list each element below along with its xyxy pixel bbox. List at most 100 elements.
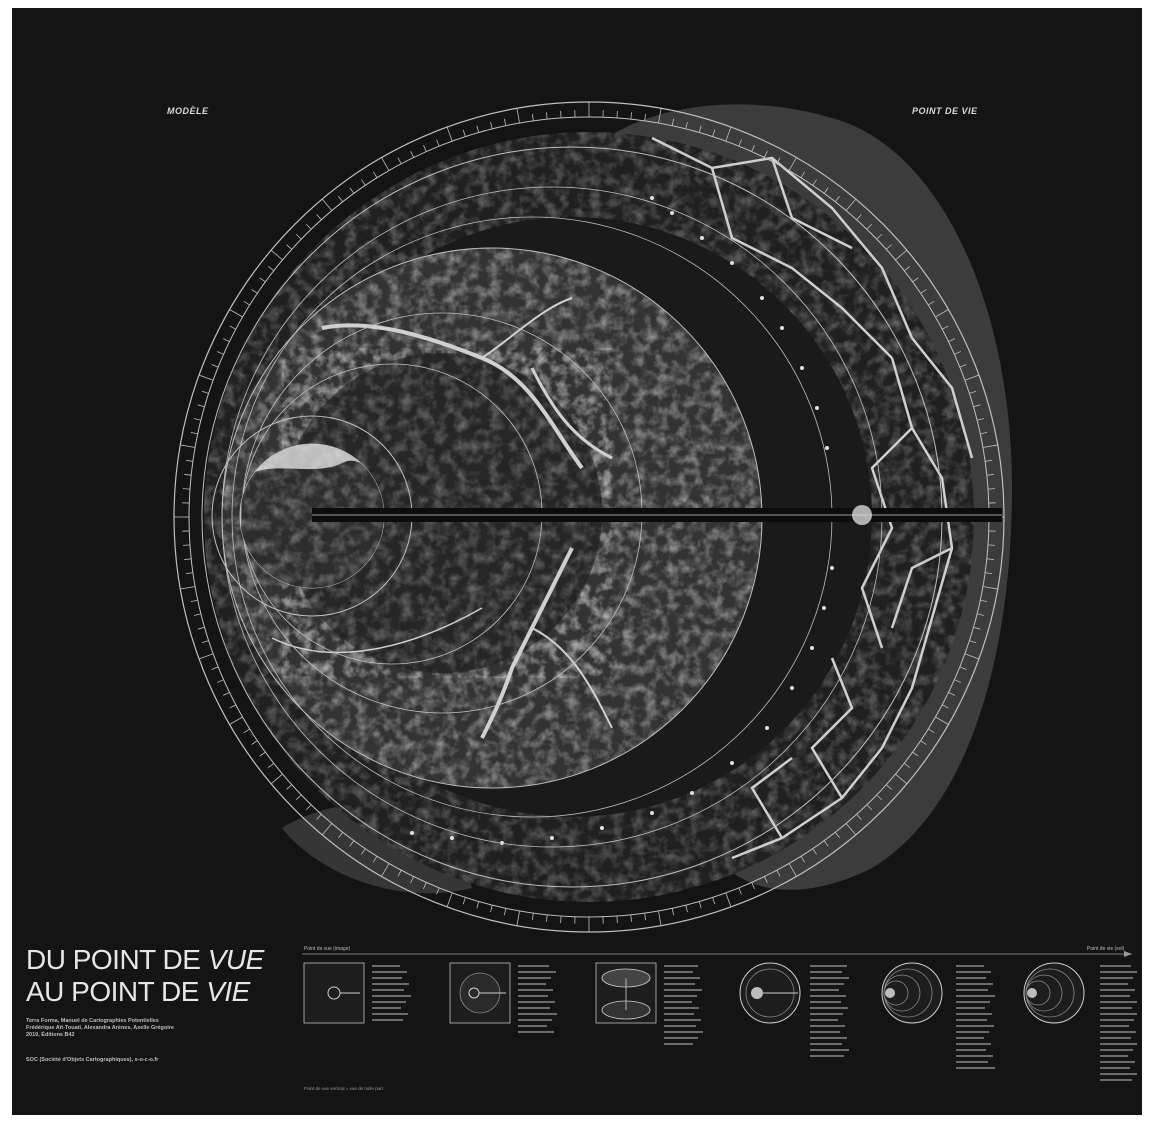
scale-tick <box>712 897 716 905</box>
scale-tick <box>190 599 198 603</box>
scale-tick <box>316 214 322 221</box>
scale-tick <box>397 157 402 165</box>
scale-tick <box>321 823 333 836</box>
scale-tick <box>856 214 862 221</box>
scale-tick <box>959 666 967 670</box>
scale-tick <box>912 277 919 283</box>
scale-tick <box>410 876 415 883</box>
scale-tick <box>630 914 632 922</box>
scale-tick <box>490 121 493 129</box>
circular-map <box>173 101 1012 933</box>
scale-tick <box>446 892 453 908</box>
scale-tick <box>316 813 322 820</box>
scale-tick <box>243 728 250 734</box>
scale-tick <box>876 794 883 801</box>
scale-tick <box>197 404 205 408</box>
scale-tick <box>969 390 977 394</box>
scale-tick <box>436 887 440 895</box>
legend-fineprint <box>372 965 1137 1081</box>
horizontal-band <box>312 505 1002 525</box>
scale-tick <box>321 198 333 211</box>
scale-tick <box>671 908 675 916</box>
scale-tick <box>397 869 402 877</box>
scale-tick <box>866 223 873 230</box>
scale-tick <box>180 586 196 590</box>
scale-tick <box>980 431 988 435</box>
scale-tick <box>751 882 755 889</box>
scale-tick <box>423 145 427 152</box>
title-line-2: AU POINT DE VIE <box>26 976 250 1007</box>
scale-tick <box>198 653 214 660</box>
scale-tick <box>895 773 908 785</box>
scale-tick <box>217 679 224 683</box>
scale-tick <box>446 126 453 142</box>
legend-strip <box>302 951 1137 1081</box>
scale-tick <box>251 289 258 294</box>
scale-tick <box>800 171 806 178</box>
scale-tick <box>980 599 988 603</box>
scale-tick <box>259 751 266 757</box>
scale-tick <box>229 716 243 725</box>
scale-tick <box>546 914 548 922</box>
scale-tick <box>788 863 797 877</box>
scale-tick <box>295 233 302 240</box>
scale-tick <box>190 431 198 435</box>
scale-tick <box>516 910 520 926</box>
scale-tick <box>903 762 910 768</box>
scale-tick <box>671 118 675 126</box>
scale-tick <box>180 444 196 448</box>
scale-tick <box>197 626 205 630</box>
scale-tick <box>800 856 806 863</box>
scale-tick <box>928 300 935 306</box>
scale-tick <box>270 249 283 261</box>
credit-line: Terra Forma, Manuel de Cartographies Pot… <box>26 1018 159 1024</box>
scale-tick <box>969 640 977 644</box>
scale-tick <box>959 364 967 368</box>
legend-item-2 <box>449 962 511 1024</box>
scale-tick <box>685 121 688 129</box>
scale-tick <box>876 233 883 240</box>
scale-tick <box>985 572 993 575</box>
legend-item-5 <box>881 962 943 1024</box>
scale-tick <box>982 444 998 448</box>
scale-tick <box>948 691 955 696</box>
scale-tick <box>243 300 250 306</box>
scale-tick <box>725 892 732 908</box>
scale-tick <box>198 374 214 381</box>
legend-caption-left: Point de vue (image) <box>304 946 351 952</box>
scale-tick <box>229 704 237 709</box>
scale-tick <box>712 129 716 137</box>
legend-note: Point de vue vertical = vue de nulle par… <box>304 1086 383 1091</box>
scale-tick <box>476 901 480 909</box>
scale-tick <box>763 876 768 883</box>
legend-caption-right: Point de vie (sol) <box>1087 946 1125 952</box>
scale-ticks <box>174 102 1004 932</box>
scale-tick <box>223 691 230 696</box>
scale-tick <box>903 266 910 272</box>
scale-tick <box>885 784 892 790</box>
title-line-1: DU POINT DE VUE <box>26 944 264 975</box>
scale-tick <box>977 418 985 421</box>
scale-tick <box>381 157 390 171</box>
scale-tick <box>977 613 985 616</box>
scale-tick <box>476 125 480 133</box>
scale-tick <box>211 666 219 670</box>
scale-tick <box>503 118 507 126</box>
scale-tick <box>286 784 293 790</box>
scale-tick <box>973 404 981 408</box>
legend-item-3 <box>595 962 657 1024</box>
scale-tick <box>738 887 742 895</box>
scale-tick <box>698 901 702 909</box>
scale-tick <box>812 848 817 855</box>
outer-band-network <box>651 136 974 860</box>
scale-tick <box>982 586 998 590</box>
scale-tick <box>812 179 817 186</box>
scale-tick <box>531 913 534 921</box>
scale-tick <box>885 244 892 250</box>
credit-line: Frédérique Aït-Touati, Alexandra Arènes,… <box>26 1025 174 1031</box>
scale-tick <box>941 325 949 330</box>
scale-tick <box>834 831 840 838</box>
scale-tick <box>920 740 927 745</box>
scale-tick <box>193 418 201 421</box>
scale-tick <box>361 179 366 186</box>
